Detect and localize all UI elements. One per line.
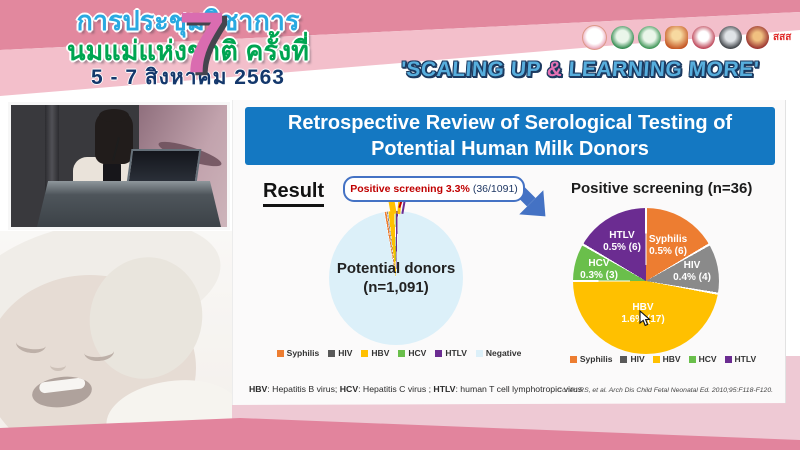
legend-item-hbv: HBV [361,348,389,358]
conference-title-block: การประชุมวิชาการ นมแม่แห่งชาติ ครั้งที่ … [38,6,338,90]
baby-background-image [0,231,232,428]
laptop [126,149,202,183]
podium [37,181,221,227]
legend-item-htlv: HTLV [724,354,756,364]
royal-college-crest [692,26,715,49]
reference-citation: Cohen RS, et al. Arch Dis Child Fetal Ne… [557,387,773,394]
potential-donors-pie: Potential donors (n=1,091) [329,211,463,345]
legend-item-syphilis: Syphilis [569,354,612,364]
slice-label-syphilis: Syphilis 0.5% (6) [648,234,688,257]
potential-donors-legend: Syphilis HIV HBV HCV HTLV Negative [253,348,545,358]
legend-swatch [398,349,406,357]
positive-screening-pie: Syphilis 0.5% (6) HIV 0.4% (4) HBV 1.6% (17… [573,208,719,354]
legend-swatch [688,355,696,363]
presenter-hair-fringe [99,109,129,122]
department-of-health-seal [638,26,661,49]
positive-screening-legend: Syphilis HIV HBV HCV HTLV [567,354,759,364]
presenter-video [8,102,230,230]
legend-item-hbv: HBV [652,354,681,364]
legend-swatch [620,355,628,363]
callout-detail: (36/1091) [472,183,518,195]
slogan-suffix: LEARNING MORE' [567,58,760,81]
legend-item-hcv: HCV [688,354,717,364]
thai-health-promotion-foundation-logo: สสส [773,31,792,43]
legend-item-htlv: HTLV [435,348,467,358]
legend-swatch [435,349,443,357]
white-wash-overlay [0,231,232,428]
sponsor-logos-row: สสส [582,25,791,50]
red-institute-crest [746,26,769,49]
slice-label-htlv: HTLV 0.5% (6) [603,230,641,253]
ministry-of-public-health-seal [611,26,634,49]
legend-item-hcv: HCV [398,348,426,358]
result-heading: Result [263,180,325,207]
mother-and-child-foundation-logo [582,25,607,50]
slogan-ampersand: & [546,58,564,81]
conference-title-line1: การประชุมวิชาการ [76,6,300,36]
callout-highlight: Positive screening 3.3% [350,183,470,195]
legend-item-hiv: HIV [620,354,645,364]
positive-screening-callout: Positive screening 3.3% (36/1091) [343,176,525,202]
legend-item-negative: Negative [475,348,521,358]
university-crest-orange [665,26,688,49]
slice-label-hcv: HCV 0.3% (3) [580,258,618,281]
legend-swatch [475,349,483,357]
conference-slogan: 'SCALING UP & LEARNING MORE' [361,58,799,82]
legend-swatch [328,349,336,357]
potential-donors-label: Potential donors (n=1,091) [336,260,456,296]
legend-item-syphilis: Syphilis [276,348,319,358]
slice-label-hiv: HIV 0.4% (4) [673,260,711,283]
slide-title: Retrospective Review of Serological Test… [245,107,775,165]
slogan-prefix: 'SCALING UP [400,58,542,81]
presentation-slide: Retrospective Review of Serological Test… [232,100,786,405]
mouse-cursor [639,310,651,327]
abbreviation-footnote: HBV: Hepatitis B virus; HCV: Hepatitis C… [249,384,583,394]
conference-title-line2: นมแม่แห่งชาติ ครั้งที่ [67,36,309,67]
legend-swatch [361,349,369,357]
conference-date: 5 - 7 สิงหาคม 2563 [90,66,285,90]
legend-swatch [724,355,732,363]
baby-nose [50,359,66,371]
legend-swatch [569,355,577,363]
edition-number: 7 [178,0,226,91]
positive-screening-title: Positive screening (n=36) [571,180,753,197]
legend-swatch [652,355,660,363]
legend-swatch [276,349,284,357]
medical-council-seal [719,26,742,49]
legend-item-hiv: HIV [328,348,352,358]
